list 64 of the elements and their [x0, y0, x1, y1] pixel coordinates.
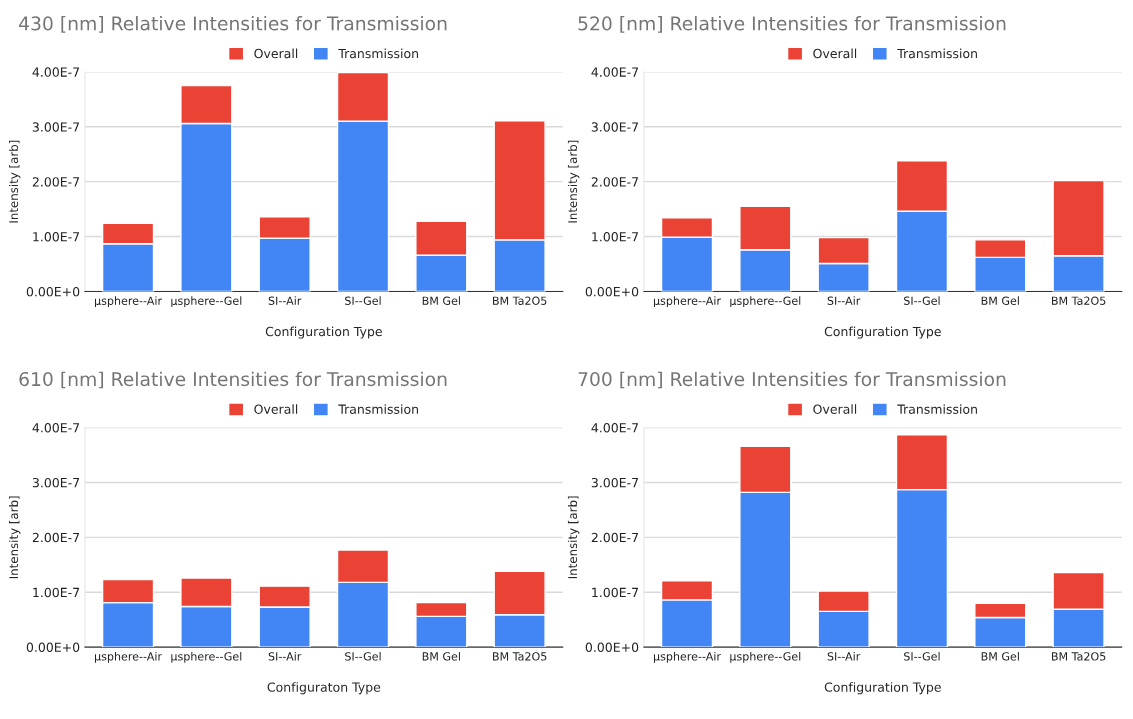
legend-label: Overall: [813, 404, 857, 414]
y-tick-label: 4.00E-7: [32, 423, 80, 433]
x-tick-label: SI--Gel: [904, 296, 940, 305]
x-axis-title: Configuraton Type: [267, 682, 381, 695]
legend-label: Transmission: [897, 404, 977, 414]
legend-label: Overall: [254, 48, 298, 59]
x-tick-label: µsphere--Air: [95, 296, 163, 308]
y-tick-label: 2.00E-7: [32, 177, 80, 187]
y-tick-label: 1.00E-7: [33, 232, 80, 242]
x-tick-label: SI--Air: [827, 651, 861, 661]
x-tick-label: µsphere--Air: [653, 296, 721, 308]
y-tick-label: 3.00E-7: [32, 122, 80, 132]
x-tick-label: BM Gel: [981, 296, 1019, 305]
x-tick-label: BM Ta2O5: [1051, 296, 1106, 305]
x-tick-label: µsphere--Gel: [171, 296, 242, 308]
x-tick-label: BM Ta2O5: [1051, 652, 1106, 661]
y-tick-label: 2.00E-7: [591, 177, 638, 187]
x-tick-label: SI--Air: [268, 651, 302, 661]
y-tick-label: 4.00E-7: [32, 67, 80, 77]
legend-label: Transmission: [338, 48, 418, 59]
legend-label: Transmission: [897, 48, 977, 59]
legend-label: Overall: [254, 404, 298, 414]
x-tick-label: µsphere--Air: [653, 651, 721, 663]
chart-title: 520 [nm] Relative Intensities for Transmission: [578, 15, 1006, 33]
x-tick-label: µsphere--Gel: [730, 651, 801, 663]
y-tick-label: 0.00E+0: [585, 642, 639, 653]
y-tick-label: 3.00E-7: [591, 477, 638, 488]
x-axis-title: Configuration Type: [824, 682, 941, 695]
x-tick-label: BM Gel: [422, 296, 460, 305]
chart-title: 700 [nm] Relative Intensities for Transmission: [578, 371, 1006, 389]
legend-label: Overall: [813, 48, 857, 59]
x-tick-label: µsphere--Air: [95, 651, 163, 663]
y-tick-label: 2.00E-7: [32, 532, 80, 543]
x-tick-label: BM Ta2O5: [493, 652, 547, 661]
y-tick-label: 1.00E-7: [592, 587, 638, 598]
x-tick-label: SI--Air: [268, 296, 302, 305]
chart-title: 610 [nm] Relative Intensities for Transmission: [19, 371, 447, 389]
x-tick-label: SI--Gel: [904, 651, 940, 661]
x-tick-label: µsphere--Gel: [171, 651, 242, 663]
y-tick-label: 0.00E+0: [585, 286, 639, 297]
y-axis-title: Intensity [arb]: [567, 140, 580, 223]
legend-label: Transmission: [338, 404, 418, 414]
y-tick-label: 3.00E-7: [591, 122, 638, 132]
x-axis-title: Configuration Type: [824, 326, 941, 339]
y-tick-label: 1.00E-7: [592, 232, 638, 242]
y-tick-label: 0.00E+0: [26, 286, 80, 297]
x-tick-label: BM Gel: [981, 651, 1019, 661]
y-tick-label: 2.00E-7: [591, 532, 638, 543]
x-axis-title: Configuration Type: [265, 326, 382, 339]
x-tick-label: µsphere--Gel: [730, 296, 801, 308]
x-tick-label: SI--Gel: [345, 651, 381, 661]
y-tick-label: 4.00E-7: [591, 67, 638, 77]
y-tick-label: 3.00E-7: [32, 477, 80, 488]
x-tick-label: BM Ta2O5: [493, 296, 547, 305]
y-axis-title: Intensity [arb]: [8, 140, 21, 223]
y-tick-label: 1.00E-7: [33, 587, 80, 598]
y-tick-label: 4.00E-7: [591, 423, 638, 433]
chart-title: 430 [nm] Relative Intensities for Transmission: [19, 15, 447, 33]
y-axis-title: Intensity [arb]: [567, 496, 580, 579]
y-axis-title: Intensity [arb]: [8, 496, 21, 579]
x-tick-label: SI--Air: [827, 296, 861, 305]
y-tick-label: 0.00E+0: [26, 642, 80, 653]
x-tick-label: BM Gel: [422, 651, 460, 661]
x-tick-label: SI--Gel: [345, 296, 381, 305]
